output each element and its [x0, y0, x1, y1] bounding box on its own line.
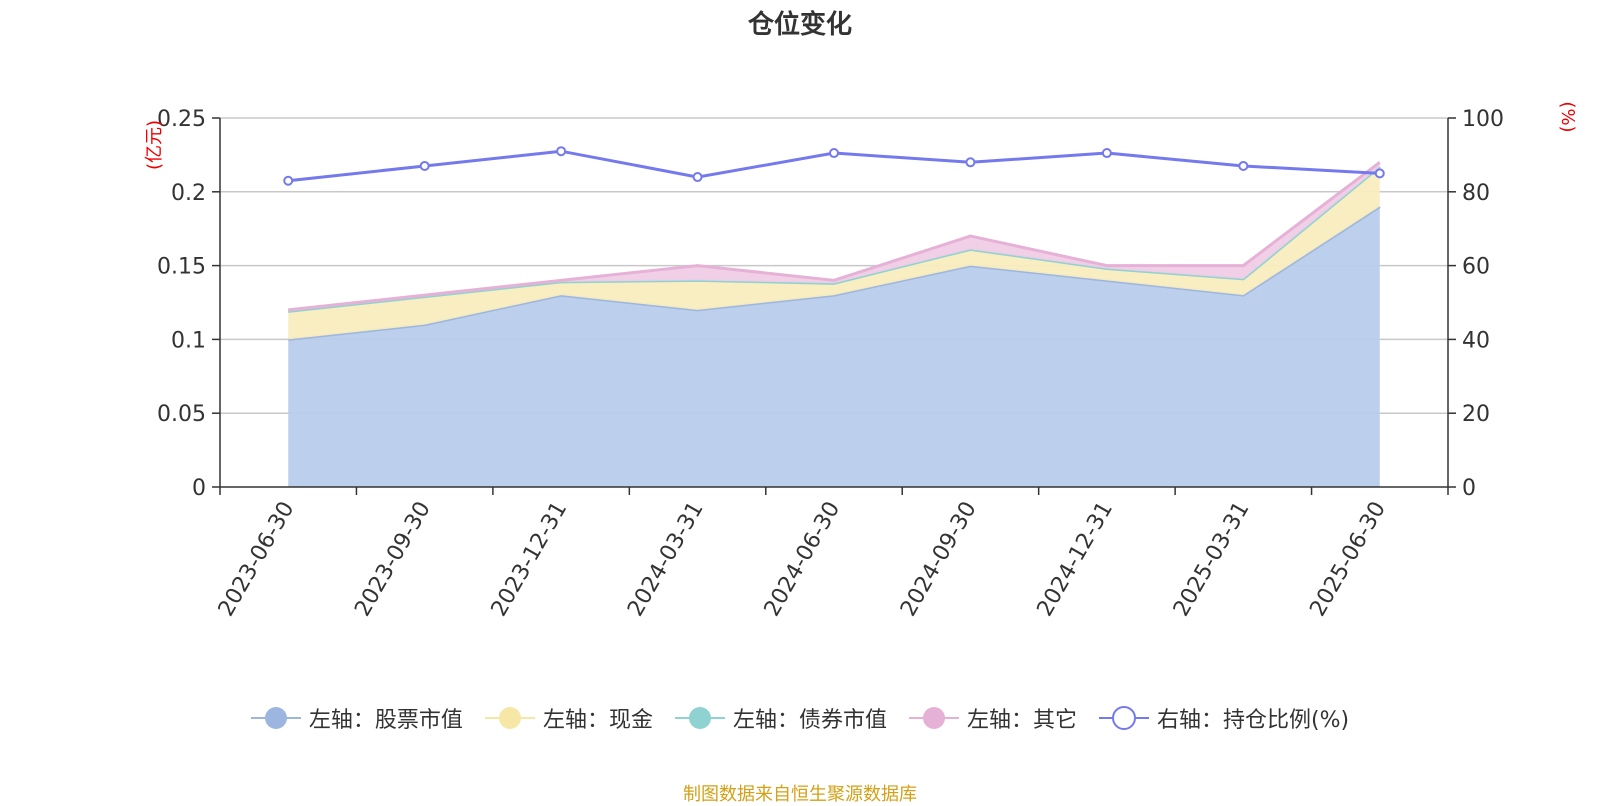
x-axis-tick-label: 2025-06-30 — [1305, 498, 1391, 621]
legend-item[interactable]: 右轴：持仓比例(%) — [1098, 702, 1350, 734]
left-axis-tick-label: 0.2 — [171, 181, 206, 206]
area-左轴股票市值 — [288, 206, 1380, 487]
right-axis-tick-label: 60 — [1462, 255, 1490, 280]
right-axis-tick-label: 40 — [1462, 328, 1490, 353]
right-axis-tick-label: 20 — [1462, 402, 1490, 427]
holding-ratio-point — [829, 148, 839, 159]
x-axis-tick-label: 2023-06-30 — [214, 498, 300, 621]
holding-ratio-point — [1238, 160, 1249, 171]
x-axis-tick-label: 2023-09-30 — [350, 498, 436, 621]
legend-item[interactable]: 左轴：其它 — [908, 702, 1077, 734]
area-layer — [288, 161, 1381, 487]
legend-marker-icon — [250, 707, 301, 729]
x-axis-tick-label: 2024-09-30 — [896, 498, 982, 621]
x-axis-tick-label: 2024-03-31 — [623, 498, 709, 621]
legend-label: 左轴：其它 — [966, 708, 1077, 733]
left-axis-tick-label: 0 — [192, 476, 206, 501]
footer-source: 制图数据来自恒生聚源数据库 — [683, 784, 917, 805]
legend-label: 左轴：股票市值 — [308, 708, 463, 733]
right-axis-tick-label: 0 — [1462, 476, 1476, 501]
line-layer — [283, 146, 1385, 186]
x-axis-tick-label: 2023-12-31 — [487, 498, 573, 621]
right-axis-tick-label: 80 — [1462, 181, 1490, 206]
holding-ratio-point — [965, 157, 976, 168]
area-line — [288, 161, 1381, 312]
legend-marker-icon — [484, 707, 535, 729]
left-axis-tick-label: 0.15 — [157, 255, 206, 280]
holding-ratio-point — [419, 160, 430, 171]
legend-marker-icon — [674, 707, 725, 729]
legend-label: 右轴：持仓比例(%) — [1156, 708, 1350, 733]
holding-ratio-point — [1101, 148, 1112, 159]
holding-ratio-point — [283, 175, 294, 186]
right-axis-unit: (%) — [1557, 101, 1578, 132]
chart-title: 仓位变化 — [747, 10, 852, 40]
legend-marker-icon — [1098, 706, 1149, 730]
legend: 左轴：股票市值 左轴：现金 左轴：债券市值 左轴：其它 右轴：持仓比例(%) — [0, 702, 1600, 734]
legend-label: 左轴：现金 — [542, 708, 653, 733]
legend-item[interactable]: 左轴：债券市值 — [674, 702, 887, 734]
legend-item[interactable]: 左轴：股票市值 — [250, 702, 463, 734]
area-左轴现金 — [288, 166, 1380, 340]
legend-label: 左轴：债券市值 — [732, 708, 887, 733]
left-axis-unit: (亿元) — [144, 120, 165, 170]
left-axis-tick-label: 0.05 — [157, 402, 206, 427]
left-axis-tick-label: 0.25 — [157, 107, 206, 132]
left-axis-tick-label: 0.1 — [171, 328, 206, 353]
x-axis-tick-label: 2024-06-30 — [760, 498, 846, 621]
holding-ratio-point — [556, 146, 567, 157]
legend-marker-icon — [908, 707, 959, 729]
legend-item[interactable]: 左轴：现金 — [484, 702, 653, 734]
holding-ratio-point — [692, 172, 703, 183]
x-axis-tick-label: 2024-12-31 — [1033, 498, 1119, 621]
x-axis-tick-label: 2025-03-31 — [1169, 498, 1255, 621]
holding-ratio-point — [1374, 168, 1385, 179]
right-axis-tick-label: 100 — [1462, 107, 1504, 132]
